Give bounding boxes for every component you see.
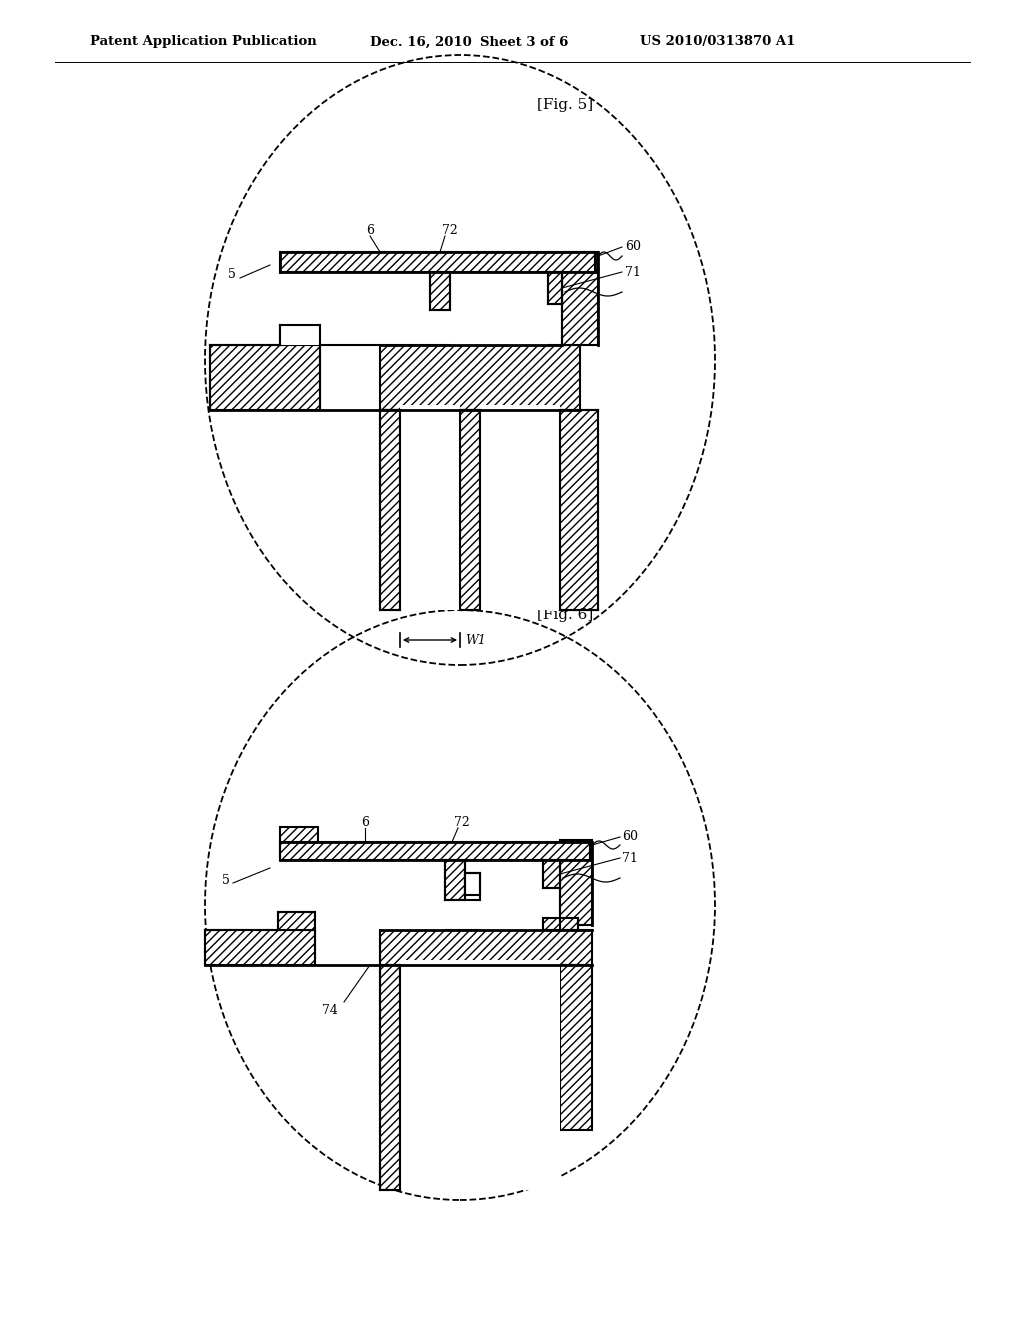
- Bar: [430, 272, 450, 310]
- Bar: [280, 252, 595, 272]
- Bar: [315, 861, 318, 931]
- Bar: [400, 405, 460, 610]
- Bar: [480, 861, 543, 931]
- Bar: [380, 965, 400, 1191]
- Text: W1: W1: [465, 634, 485, 647]
- Text: 60: 60: [625, 240, 641, 253]
- Bar: [543, 917, 578, 931]
- Bar: [400, 960, 560, 1191]
- Bar: [445, 861, 465, 900]
- Bar: [560, 965, 592, 1130]
- Text: [Fig. 6]: [Fig. 6]: [537, 609, 593, 622]
- Text: 72: 72: [442, 223, 458, 236]
- Bar: [280, 842, 590, 861]
- Bar: [380, 345, 580, 411]
- Bar: [450, 272, 548, 345]
- Bar: [380, 931, 592, 965]
- Bar: [280, 828, 318, 842]
- Bar: [278, 912, 315, 931]
- Bar: [560, 411, 598, 610]
- Bar: [562, 252, 598, 345]
- Bar: [205, 931, 315, 965]
- Text: 74: 74: [323, 1003, 338, 1016]
- Text: 6: 6: [361, 816, 369, 829]
- Text: 6: 6: [366, 223, 374, 236]
- Bar: [280, 277, 430, 345]
- Text: 71: 71: [625, 265, 641, 279]
- Text: Patent Application Publication: Patent Application Publication: [90, 36, 316, 49]
- Bar: [318, 861, 445, 931]
- Text: Dec. 16, 2010: Dec. 16, 2010: [370, 36, 472, 49]
- Bar: [280, 325, 319, 345]
- Bar: [210, 345, 319, 411]
- Bar: [380, 411, 400, 610]
- Text: 71: 71: [622, 851, 638, 865]
- Bar: [543, 861, 560, 888]
- Bar: [460, 411, 480, 610]
- Text: [Fig. 5]: [Fig. 5]: [537, 98, 593, 112]
- Text: 72: 72: [454, 816, 470, 829]
- Text: 5: 5: [228, 268, 236, 281]
- Bar: [548, 272, 562, 304]
- Bar: [465, 873, 480, 895]
- Text: US 2010/0313870 A1: US 2010/0313870 A1: [640, 36, 796, 49]
- Text: 5: 5: [222, 874, 230, 887]
- Text: Sheet 3 of 6: Sheet 3 of 6: [480, 36, 568, 49]
- Bar: [560, 840, 592, 925]
- Bar: [480, 405, 560, 610]
- Text: 60: 60: [622, 830, 638, 843]
